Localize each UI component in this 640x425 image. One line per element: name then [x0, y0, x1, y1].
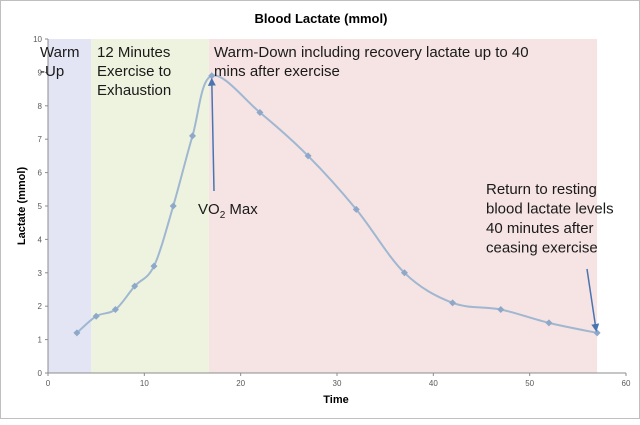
x-tick-label: 50: [525, 379, 534, 388]
x-tick-label: 10: [140, 379, 149, 388]
data-point-9: [304, 152, 312, 160]
y-tick-label: 5: [38, 202, 43, 211]
phase-label-line: Exercise to: [97, 63, 171, 80]
data-point-7: [208, 72, 216, 80]
data-point-8: [256, 108, 264, 116]
resting-arrow: [586, 268, 600, 332]
data-point-5: [169, 202, 177, 210]
data-point-4: [150, 262, 158, 270]
resting-line: blood lactate levels: [486, 201, 614, 218]
x-tick-label: 20: [236, 379, 245, 388]
x-tick-label: 40: [429, 379, 438, 388]
vo2-subscript: 2: [220, 210, 226, 221]
y-tick-label: 0: [38, 369, 43, 378]
axes: 0 1 2 3 4 5 6 7 8 9 10 0 10 20 30 40 50 60: [33, 35, 631, 388]
phase-label-line: -Up: [40, 63, 64, 80]
data-point-11: [400, 269, 408, 277]
resting-line: Return to resting: [486, 181, 597, 198]
resting-annotation: Return to resting blood lactate levels 40 …: [486, 181, 614, 257]
y-tick-label: 9: [38, 68, 43, 77]
data-point-6: [189, 132, 196, 140]
data-point-1: [92, 312, 100, 320]
chart-title: Blood Lactate (mmol): [255, 11, 388, 26]
data-point-2: [111, 306, 119, 314]
vo2-text: VO: [198, 201, 220, 218]
y-tick-label: 10: [33, 35, 42, 44]
y-tick-label: 1: [38, 336, 43, 345]
resting-line: 40 minutes after: [486, 220, 594, 237]
x-tick-label: 60: [622, 379, 631, 388]
vo2-arrow: [207, 77, 216, 192]
phase-label-line: Warm: [40, 44, 79, 61]
series-group: [73, 72, 601, 337]
y-tick-label: 6: [38, 169, 43, 178]
data-point-10: [352, 205, 360, 213]
phase-label-2: Warm-Down including recovery lactate up …: [214, 44, 529, 80]
phase-region-0: [48, 39, 92, 373]
y-axis-label: Lactate (mmol): [16, 167, 28, 246]
data-point-12: [449, 299, 457, 307]
x-axis-label: Time: [323, 394, 348, 406]
phase-label-0: Warm -Up: [40, 44, 79, 80]
phase-region-1: [91, 39, 209, 373]
series-line: [76, 74, 598, 334]
y-tick-label: 3: [38, 269, 43, 278]
phase-label-line: Exhaustion: [97, 82, 171, 99]
y-tick-label: 8: [38, 102, 43, 111]
phase-label-line: mins after exercise: [214, 63, 340, 80]
data-point-3: [131, 282, 139, 290]
phase-label-line: Warm-Down including recovery lactate up …: [214, 44, 529, 61]
y-tick-label: 7: [38, 135, 43, 144]
data-point-14: [545, 319, 553, 327]
phase-label-1: 12 Minutes Exercise to Exhaustion: [97, 44, 171, 99]
x-tick-label: 30: [333, 379, 342, 388]
data-point-13: [497, 306, 505, 314]
phase-label-line: 12 Minutes: [97, 44, 170, 61]
x-tick-label: 0: [46, 379, 51, 388]
annotations-group: Warm -Up 12 Minutes Exercise to Exhaustion Wa…: [40, 44, 614, 332]
data-point-0: [73, 329, 81, 337]
y-tick-label: 4: [38, 235, 43, 244]
y-tick-label: 2: [38, 302, 43, 311]
resting-line: ceasing exercise: [486, 240, 598, 257]
vo2-text-after: Max: [225, 201, 258, 218]
vo2-max-annotation: VO2 Max: [198, 201, 258, 221]
